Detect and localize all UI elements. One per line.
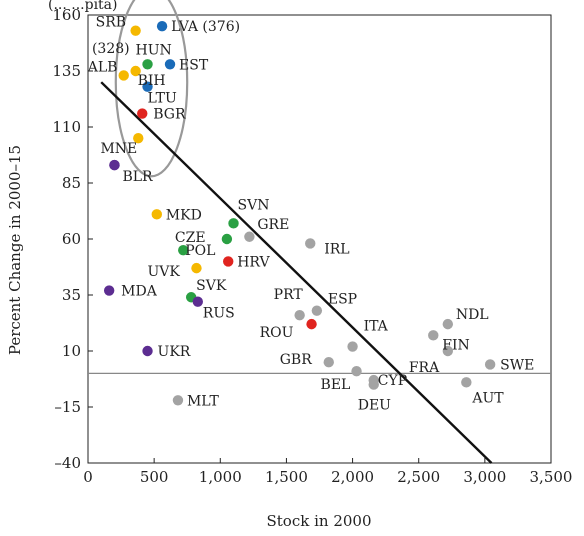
point-label: RUS (203, 306, 235, 322)
data-point-cze (221, 233, 233, 245)
data-point-gbr (323, 357, 334, 368)
point-label: LVA (376) (171, 19, 240, 35)
point-label: ITA (364, 319, 389, 335)
trend-line-path (100, 81, 493, 464)
data-point-rus (192, 296, 203, 307)
data-point-aut (461, 377, 472, 388)
data-point-ukr (142, 345, 153, 357)
data-point-mkd (151, 209, 162, 220)
data-point-alb (118, 70, 129, 81)
data-point-ltu (142, 81, 153, 92)
point-label: CYP (378, 373, 407, 389)
y-tick-label: 35 (62, 286, 81, 304)
point-label: UKR (158, 344, 191, 360)
point-label: EST (179, 57, 209, 73)
y-tick-label: 10 (62, 342, 81, 360)
top-note: (... ...pita) (48, 0, 118, 13)
data-point-pol (178, 245, 189, 256)
y-tick-label: 160 (52, 6, 81, 24)
highlight-ellipse-shape (114, 0, 189, 178)
x-tick-label: 1,000 (199, 468, 242, 486)
data-point-est (164, 59, 176, 70)
point-label: FRA (409, 360, 440, 376)
data-point-hun (142, 59, 153, 70)
point-label: HRV (237, 254, 270, 270)
point-label: FIN (442, 337, 470, 353)
data-point-mlt (172, 395, 184, 406)
point-label: MNE (100, 141, 137, 157)
point-label: SVK (196, 278, 227, 294)
point-label: ESP (328, 292, 357, 308)
data-points (103, 21, 496, 406)
point-label: LTU (148, 91, 177, 107)
data-point-unlabeled (133, 133, 144, 144)
point-label: CZE (175, 230, 206, 246)
point-label: PRT (274, 287, 304, 303)
annotation-label: (328) (92, 41, 130, 57)
x-tick-label: 0 (83, 468, 93, 486)
data-point-bih (130, 65, 141, 77)
data-point-lva-376 (156, 21, 168, 32)
point-label: SVN (238, 197, 270, 213)
y-tick-label: –15 (54, 398, 81, 416)
data-point-mda (103, 285, 115, 296)
point-label: SWE (500, 357, 534, 373)
data-point-prt (294, 309, 305, 321)
y-tick-label: 85 (62, 174, 81, 192)
point-label: UVK (147, 264, 180, 280)
point-label: ALB (87, 59, 118, 75)
data-point-svn (228, 218, 239, 229)
axes: 0 500 1,000 1,500 2,000 2,500 3,000 3,500 –40 –15… (52, 6, 572, 486)
data-point-bgr (137, 108, 148, 119)
x-tick-label: 3,500 (530, 468, 573, 486)
data-point-hrv (223, 256, 234, 267)
y-tick-label: 110 (52, 118, 81, 136)
x-tick-label: 2,000 (331, 468, 374, 486)
data-point-irl (305, 238, 316, 249)
point-label: NDL (456, 307, 489, 323)
point-label: BGR (153, 107, 186, 123)
x-tick-label: 2,500 (397, 468, 440, 486)
point-label: ROU (260, 325, 294, 341)
point-label: AUT (471, 390, 504, 406)
point-label: MDA (121, 284, 158, 300)
y-tick-label: 60 (62, 230, 81, 248)
point-label: DEU (358, 398, 391, 414)
y-axis-title: Percent Change in 2000–15 (6, 145, 24, 355)
data-point-fin (428, 330, 439, 341)
point-label: IRL (324, 241, 349, 257)
point-label: SRB (96, 15, 126, 31)
data-point-esp (311, 305, 323, 316)
data-point-deu (368, 379, 379, 390)
x-tick-label: 1,500 (265, 468, 308, 486)
data-point-blr (109, 159, 120, 171)
data-point-fra (442, 345, 454, 357)
y-tick-label: 135 (52, 62, 81, 80)
data-point-rou (306, 318, 317, 330)
point-label: BIH (138, 73, 166, 89)
highlight-ellipse (114, 0, 189, 178)
data-point-ita (347, 341, 358, 352)
data-point-srb (130, 25, 141, 36)
data-point-gre (244, 231, 255, 242)
trend-line (100, 81, 493, 464)
point-label: BLR (122, 169, 153, 185)
point-label: MLT (187, 393, 219, 409)
data-point-bel (351, 365, 362, 377)
point-label: GBR (280, 352, 312, 368)
data-point-ndl (442, 318, 454, 330)
point-label: HUN (136, 42, 172, 58)
x-axis-title: Stock in 2000 (267, 512, 372, 530)
point-label: MKD (166, 207, 202, 223)
y-tick-label: –40 (54, 454, 81, 472)
x-tick-label: 3,000 (463, 468, 506, 486)
point-label: BEL (321, 377, 351, 393)
point-label: GRE (257, 217, 289, 233)
data-point-swe (484, 359, 496, 370)
data-point-uvk (191, 262, 202, 274)
x-tick-label: 500 (140, 468, 169, 486)
point-label: POL (185, 243, 215, 259)
